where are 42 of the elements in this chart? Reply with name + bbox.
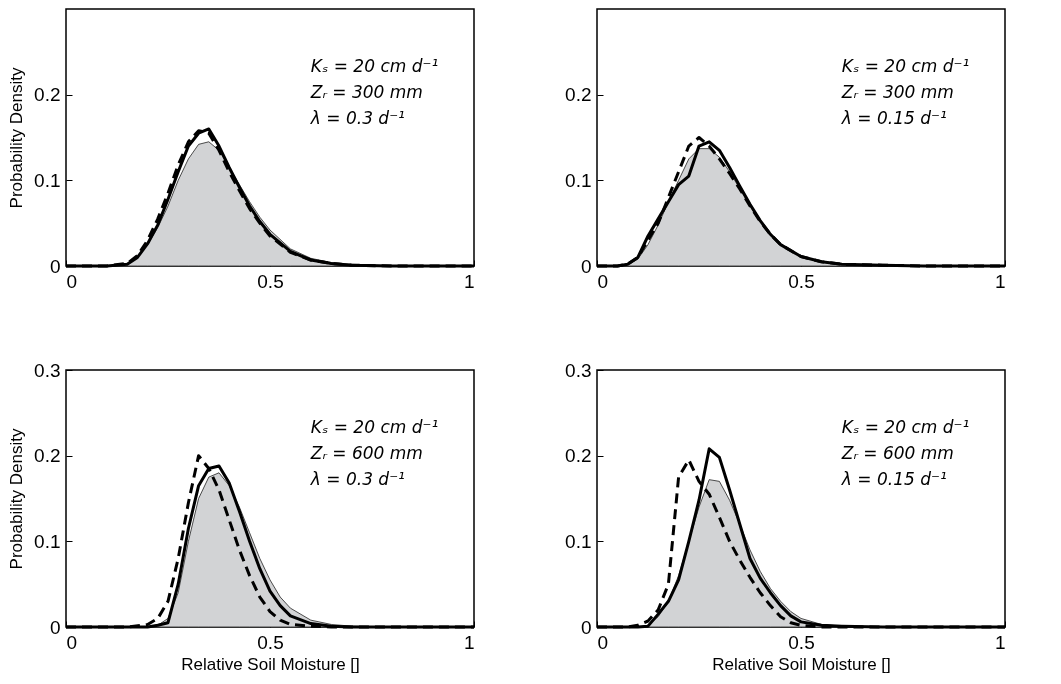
y-tick-label: 0.1 — [565, 530, 592, 552]
x-tick-label: 1 — [994, 631, 1006, 653]
x-tick-label: 0 — [66, 631, 78, 653]
x-axis-title: Relative Soil Moisture [] — [181, 654, 360, 674]
y-axis-title: Probability Density — [7, 67, 27, 209]
annotation: Zᵣ = 300 mm — [840, 82, 954, 102]
x-tick-label: 0 — [66, 270, 78, 292]
x-tick-label: 0 — [597, 270, 609, 292]
x-tick-label: 0.5 — [788, 270, 815, 292]
y-tick-label: 0 — [49, 255, 61, 277]
annotation: Zᵣ = 600 mm — [309, 443, 423, 463]
y-tick-label: 0.3 — [34, 359, 61, 381]
y-tick-label: 0.2 — [34, 445, 61, 467]
x-tick-label: 0.5 — [788, 631, 815, 653]
annotation: λ = 0.15 d⁻¹ — [840, 108, 947, 128]
x-tick-label: 1 — [463, 631, 475, 653]
annotation: Zᵣ = 600 mm — [840, 443, 954, 463]
y-tick-label: 0.3 — [565, 359, 592, 381]
annotation: Kₛ = 20 cm d⁻¹ — [310, 56, 439, 76]
y-axis-title: Probability Density — [7, 428, 27, 570]
y-tick-label: 0.2 — [565, 84, 592, 106]
x-tick-label: 0.5 — [257, 270, 284, 292]
annotation: λ = 0.3 d⁻¹ — [309, 108, 405, 128]
y-tick-label: 0 — [580, 616, 592, 638]
x-tick-label: 1 — [994, 270, 1006, 292]
annotation: λ = 0.3 d⁻¹ — [309, 469, 405, 489]
y-tick-label: 0.2 — [565, 445, 592, 467]
x-axis-title: Relative Soil Moisture [] — [712, 654, 891, 674]
annotation: Kₛ = 20 cm d⁻¹ — [841, 56, 970, 76]
annotation: λ = 0.15 d⁻¹ — [840, 469, 947, 489]
annotation: Zᵣ = 300 mm — [309, 82, 423, 102]
x-tick-label: 0 — [597, 631, 609, 653]
y-tick-label: 0.1 — [34, 530, 61, 552]
y-tick-label: 0 — [49, 616, 61, 638]
y-tick-label: 0.2 — [34, 84, 61, 106]
annotation: Kₛ = 20 cm d⁻¹ — [310, 417, 439, 437]
y-tick-label: 0.1 — [34, 169, 61, 191]
y-tick-label: 0.1 — [565, 169, 592, 191]
annotation: Kₛ = 20 cm d⁻¹ — [841, 417, 970, 437]
y-tick-label: 0 — [580, 255, 592, 277]
x-tick-label: 0.5 — [257, 631, 284, 653]
x-tick-label: 1 — [463, 270, 475, 292]
